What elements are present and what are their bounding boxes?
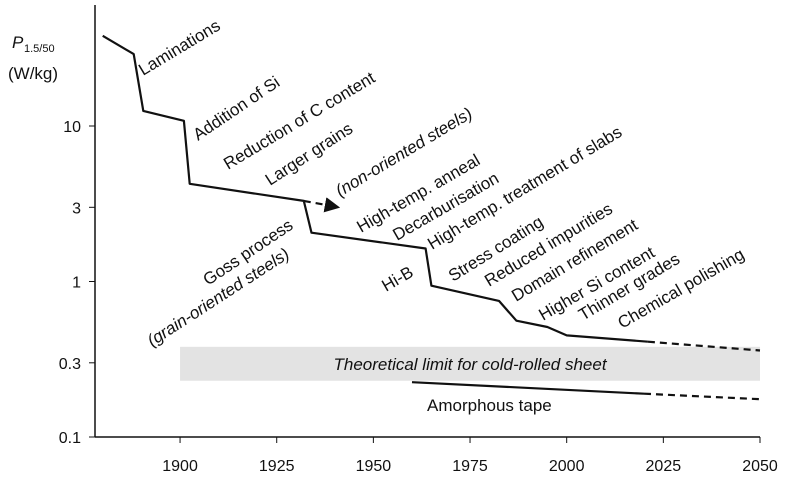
annotation: Amorphous tape bbox=[427, 396, 552, 415]
x-tick-label: 1950 bbox=[356, 458, 392, 475]
y-label-symbol: P bbox=[12, 33, 24, 52]
x-tick-label: 2025 bbox=[646, 458, 682, 475]
series-line bbox=[303, 197, 341, 213]
y-label-subscript: 1.5/50 bbox=[24, 43, 55, 55]
series-line bbox=[411, 381, 645, 395]
annotation: Laminations bbox=[135, 16, 223, 80]
y-tick-label: 0.3 bbox=[59, 356, 81, 373]
annotation: Hi-B bbox=[379, 262, 417, 295]
x-tick-label: 2050 bbox=[742, 458, 778, 475]
x-tick-label: 1975 bbox=[452, 458, 488, 475]
band-label: Theoretical limit for cold-rolled sheet bbox=[333, 355, 607, 374]
limit-band bbox=[180, 346, 761, 381]
x-tick-label: 1925 bbox=[259, 458, 295, 475]
y-tick-label: 3 bbox=[72, 200, 81, 217]
y-tick-label: 0.1 bbox=[59, 430, 81, 447]
x-tick-label: 2000 bbox=[549, 458, 585, 475]
band-layer: Theoretical limit for cold-rolled sheet bbox=[180, 346, 761, 381]
series-line bbox=[647, 340, 761, 352]
main-layer: 1900 1925 1950 1975 2000 2025 2050 0.1 0.3 1 3 10 La… bbox=[59, 5, 778, 475]
x-tick-label: 1900 bbox=[162, 458, 198, 475]
series-line bbox=[643, 392, 761, 401]
y-label-unit: (W/kg) bbox=[8, 64, 58, 83]
series-line bbox=[102, 34, 648, 343]
annotation: (non-oriented steels) bbox=[332, 104, 475, 201]
y-tick-label: 1 bbox=[72, 275, 81, 292]
y-tick-label: 10 bbox=[63, 119, 81, 136]
